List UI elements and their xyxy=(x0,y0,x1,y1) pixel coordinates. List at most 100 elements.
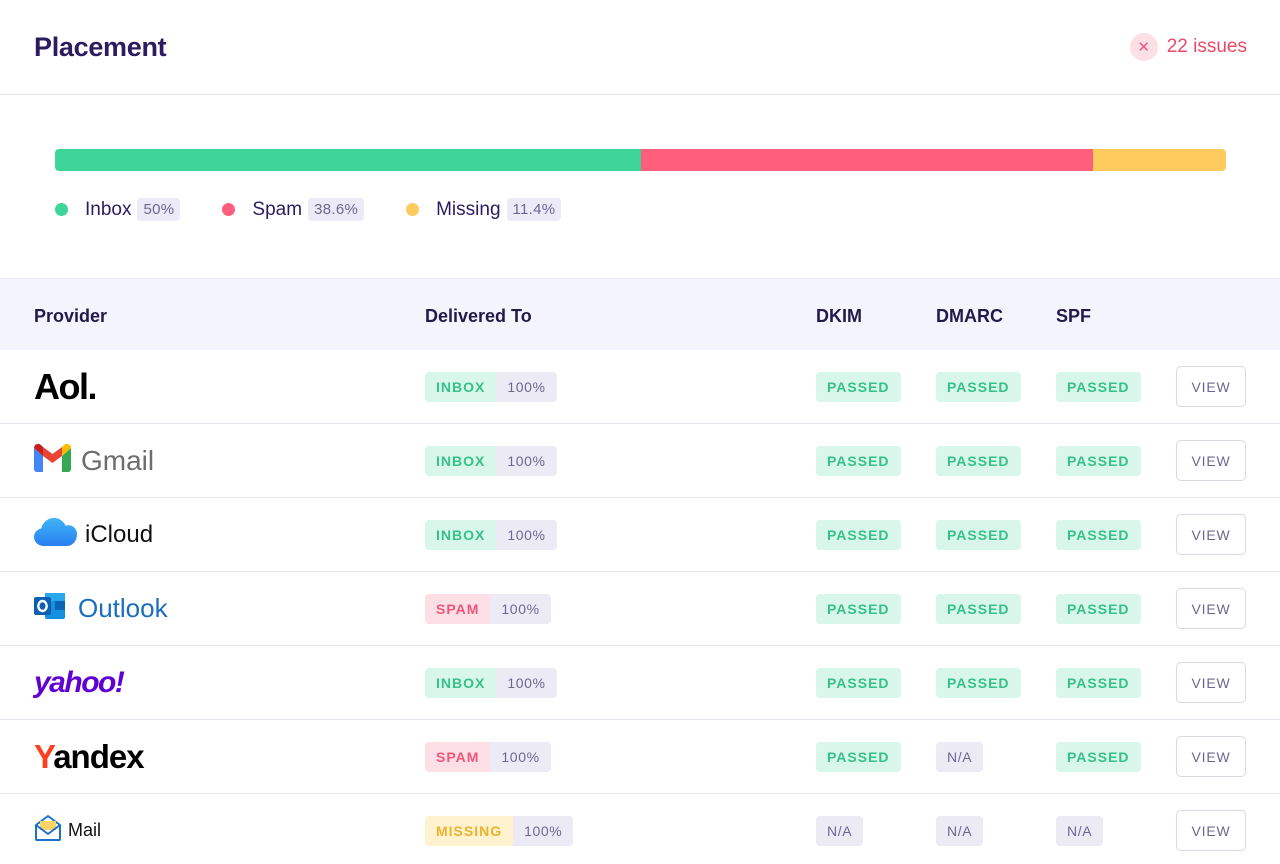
spf-status-badge: PASSED xyxy=(1056,445,1141,476)
provider-cell: Aol. xyxy=(34,350,98,423)
view-button[interactable]: VIEW xyxy=(1176,588,1246,629)
spf-status-badge: PASSED xyxy=(1056,667,1141,698)
dmarc-cell: PASSED xyxy=(936,498,1021,571)
spf-status-badge: PASSED xyxy=(1056,371,1141,402)
view-button[interactable]: VIEW xyxy=(1176,736,1246,777)
delivered-badge: INBOX 100% xyxy=(425,445,557,476)
action-cell: VIEW xyxy=(1176,424,1246,497)
spf-status-badge: N/A xyxy=(1056,815,1104,846)
action-cell: VIEW xyxy=(1176,646,1246,719)
delivered-percent: 100% xyxy=(496,445,557,476)
placement-legend: Inbox 50% Spam 38.6% Missing 11.4% xyxy=(55,198,603,221)
header-spf: SPF xyxy=(1056,306,1092,326)
gmail-logo: Gmail xyxy=(34,443,155,477)
delivered-badge: INBOX 100% xyxy=(425,667,557,698)
dmarc-status-badge: PASSED xyxy=(936,445,1021,476)
table-row: Gmail INBOX 100% PASSED PASSED PASSED VIEW xyxy=(0,424,1280,498)
dmarc-cell: PASSED xyxy=(936,424,1021,497)
view-button[interactable]: VIEW xyxy=(1176,662,1246,703)
issues-indicator[interactable]: ✕ 22 issues xyxy=(1129,33,1247,61)
dkim-status-badge: N/A xyxy=(816,815,864,846)
table-row: Mail MISSING 100% N/A N/A N/A VIEW xyxy=(0,794,1280,864)
delivered-status: SPAM xyxy=(425,593,491,624)
icloud-logo: iCloud xyxy=(34,518,153,551)
provider-name: Mail xyxy=(68,820,102,840)
yahoo-logo: yahoo! xyxy=(34,665,125,700)
header-delivered-to: Delivered To xyxy=(425,306,532,326)
legend-percent: 50% xyxy=(137,198,181,221)
legend-percent: 11.4% xyxy=(506,198,562,221)
dmarc-cell: N/A xyxy=(936,794,984,864)
outlook-icon xyxy=(34,592,66,625)
dmarc-status-badge: PASSED xyxy=(936,593,1021,624)
dkim-cell: N/A xyxy=(816,794,864,864)
dkim-status-badge: PASSED xyxy=(816,371,901,402)
legend-item-spam: Spam 38.6% xyxy=(222,198,365,221)
dmarc-cell: PASSED xyxy=(936,572,1021,645)
delivered-cell: INBOX 100% xyxy=(425,424,557,497)
delivered-status: INBOX xyxy=(425,519,497,550)
header-dmarc: DMARC xyxy=(936,306,1003,326)
provider-cell: Gmail xyxy=(34,424,154,497)
provider-cell: Mail xyxy=(34,794,101,864)
dmarc-status-badge: PASSED xyxy=(936,667,1021,698)
view-button[interactable]: VIEW xyxy=(1176,366,1246,407)
delivered-status: MISSING xyxy=(425,815,514,846)
mail-logo: Mail xyxy=(34,814,101,847)
provider-name: Gmail xyxy=(81,444,155,476)
delivered-percent: 100% xyxy=(496,519,557,550)
view-button[interactable]: VIEW xyxy=(1176,514,1246,555)
provider-name: Yandex xyxy=(34,737,145,775)
delivered-badge: INBOX 100% xyxy=(425,519,557,550)
spf-status-badge: PASSED xyxy=(1056,519,1141,550)
legend-percent: 38.6% xyxy=(308,198,365,221)
dkim-cell: PASSED xyxy=(816,646,901,719)
dmarc-cell: PASSED xyxy=(936,350,1021,423)
bar-segment-inbox xyxy=(55,149,641,171)
spf-cell: PASSED xyxy=(1056,424,1141,497)
delivered-badge: MISSING 100% xyxy=(425,815,574,846)
dmarc-status-badge: N/A xyxy=(936,741,984,772)
legend-label: Missing xyxy=(436,198,501,220)
dkim-cell: PASSED xyxy=(816,424,901,497)
delivered-status: INBOX xyxy=(425,371,497,402)
legend-dot-icon xyxy=(222,203,236,216)
dmarc-status-badge: PASSED xyxy=(936,371,1021,402)
delivered-percent: 100% xyxy=(490,593,551,624)
delivered-cell: INBOX 100% xyxy=(425,498,557,571)
header-provider: Provider xyxy=(34,306,108,326)
provider-name: yahoo! xyxy=(34,665,125,699)
delivered-badge: INBOX 100% xyxy=(425,371,557,402)
spf-status-badge: PASSED xyxy=(1056,741,1141,772)
action-cell: VIEW xyxy=(1176,498,1246,571)
spf-cell: PASSED xyxy=(1056,350,1141,423)
legend-dot-icon xyxy=(55,203,68,216)
spf-cell: PASSED xyxy=(1056,720,1141,793)
view-button[interactable]: VIEW xyxy=(1176,440,1246,481)
table-row: Yandex SPAM 100% PASSED N/A PASSED VIEW xyxy=(0,720,1280,794)
dmarc-cell: N/A xyxy=(936,720,984,793)
table-row: Outlook SPAM 100% PASSED PASSED PASSED VIEW xyxy=(0,572,1280,646)
dkim-status-badge: PASSED xyxy=(816,519,901,550)
delivered-percent: 100% xyxy=(513,815,574,846)
gmail-m-icon xyxy=(34,443,71,477)
action-cell: VIEW xyxy=(1176,572,1246,645)
provider-cell: iCloud xyxy=(34,498,153,571)
yandex-logo: Yandex xyxy=(34,737,145,776)
delivered-percent: 100% xyxy=(496,667,557,698)
dmarc-status-badge: N/A xyxy=(936,815,984,846)
action-cell: VIEW xyxy=(1176,350,1246,423)
yandex-y-glyph: Y xyxy=(34,737,54,775)
legend-dot-icon xyxy=(406,203,420,216)
page-header: Placement ✕ 22 issues xyxy=(0,0,1280,95)
dkim-status-badge: PASSED xyxy=(816,667,901,698)
placement-bar xyxy=(55,149,1226,171)
provider-name: Aol. xyxy=(34,365,98,407)
delivered-status: INBOX xyxy=(425,445,497,476)
issues-count: 22 issues xyxy=(1166,36,1247,57)
dkim-cell: PASSED xyxy=(816,498,901,571)
spf-cell: PASSED xyxy=(1056,646,1141,719)
view-button[interactable]: VIEW xyxy=(1176,810,1246,851)
delivered-cell: MISSING 100% xyxy=(425,794,574,864)
delivered-badge: SPAM 100% xyxy=(425,593,551,624)
